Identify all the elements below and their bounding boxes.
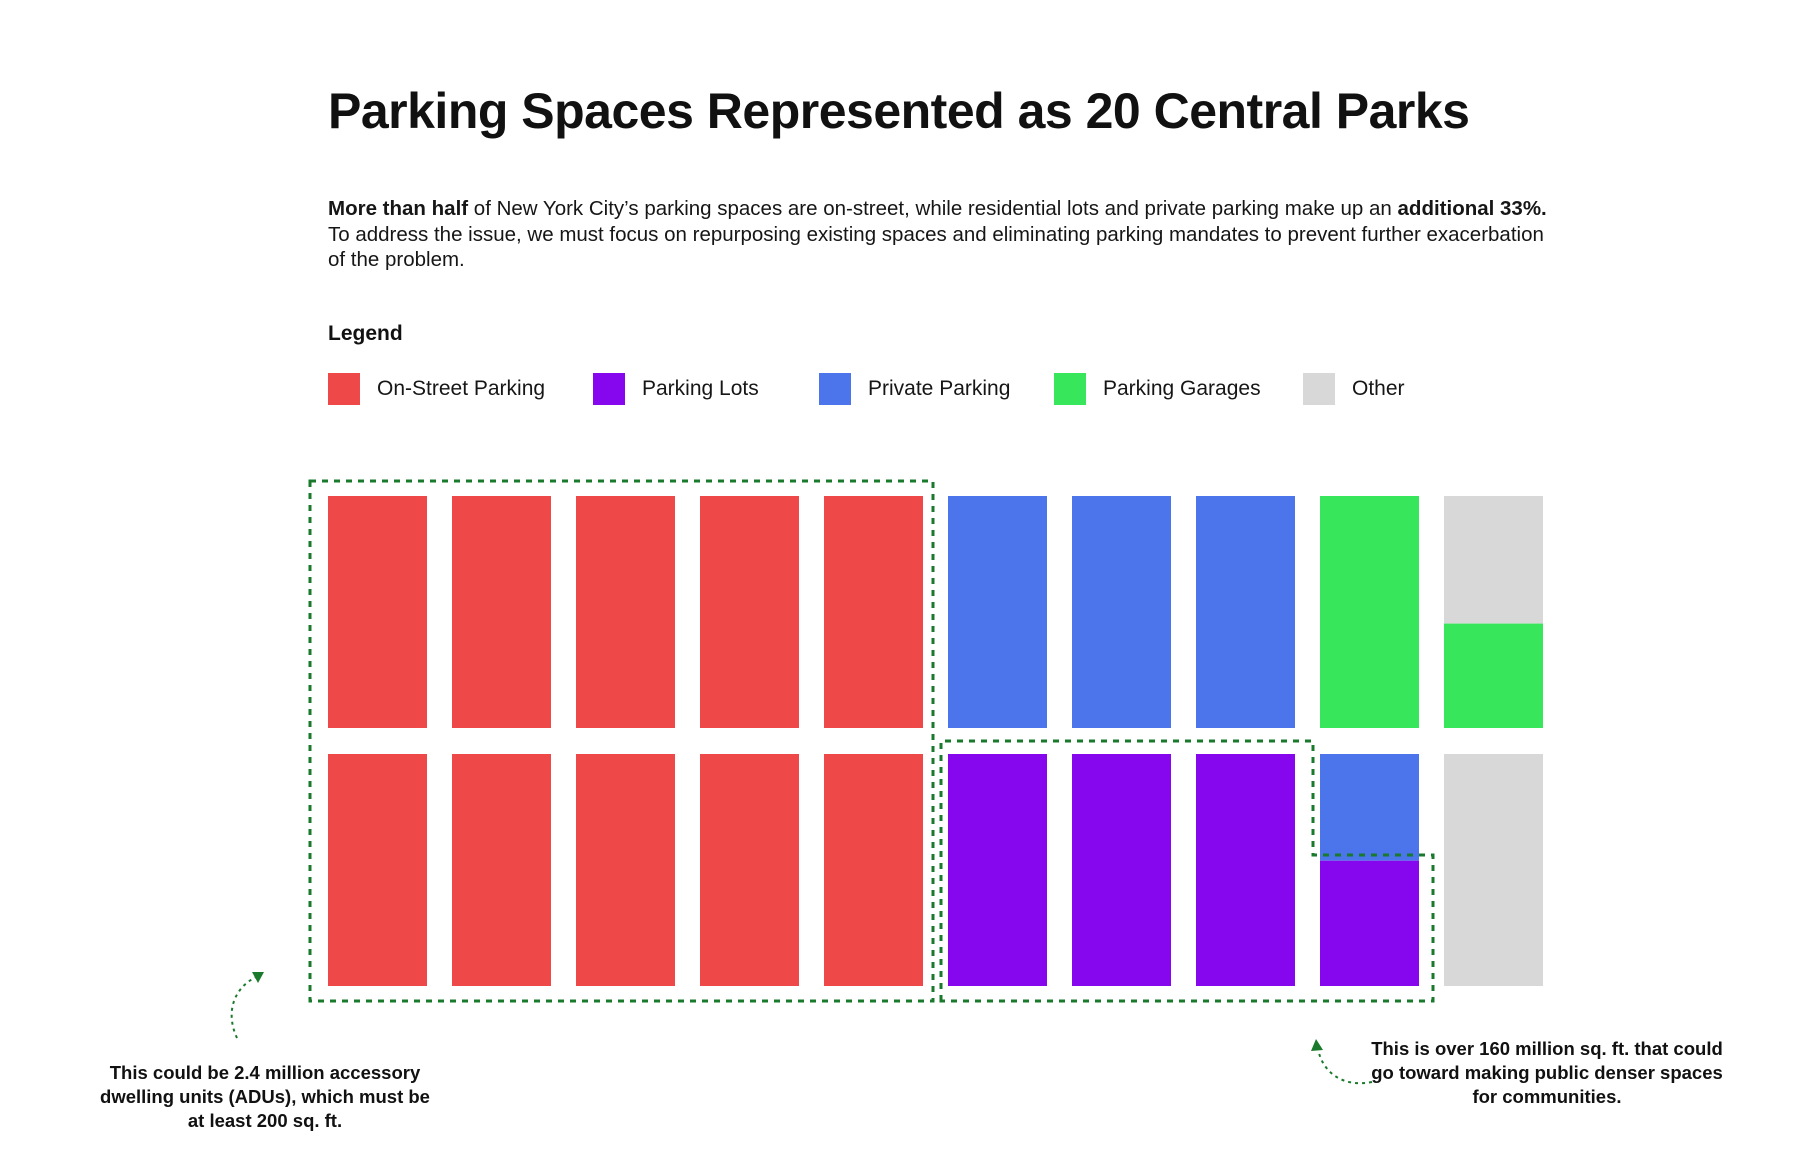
waffle-cell-top-5-on-street-parking [824,496,923,728]
waffle-cell-bottom-10-other [1444,754,1543,986]
intro-bold-mid: additional 33%. [1397,197,1547,220]
annotation-note-left: This could be 2.4 million accessory dwel… [100,1062,430,1131]
legend-swatch-other [1303,373,1335,405]
intro-paragraph: More than half of New York City’s parkin… [328,196,1548,273]
waffle-cell-top-2-on-street-parking [452,496,551,728]
legend-item-parking-lots: Parking Lots [593,372,759,406]
waffle-cell-top-3-on-street-parking [576,496,675,728]
waffle-cell-top-7-private-parking [1072,496,1171,728]
legend-item-other: Other [1303,372,1405,406]
waffle-cell-bottom-2-on-street-parking [452,754,551,986]
waffle-cell-top-1-on-street-parking [328,496,427,728]
legend-label-private-parking: Private Parking [868,377,1011,400]
waffle-cell-top-6-private-parking [948,496,1047,728]
waffle-cells [328,496,1543,986]
waffle-cell-bottom-4-on-street-parking [700,754,799,986]
legend-label-on-street-parking: On-Street Parking [377,377,546,400]
legend-swatch-private-parking [819,373,851,405]
legend-item-parking-garages: Parking Garages [1054,372,1261,406]
legend-item-on-street-parking: On-Street Parking [328,372,545,406]
legend-label-parking-lots: Parking Lots [642,377,759,400]
arrow-left-head [252,972,264,983]
highlight-outline-parking-lots [939,739,1435,1003]
waffle-cell-bottom-7-parking-lots [1072,754,1171,986]
annotation-arrow-left [230,972,264,1039]
intro-text-1: of New York City’s parking spaces are on… [468,197,1398,220]
legend-label-other: Other [1352,377,1405,400]
arrow-right-head [1311,1039,1323,1051]
legend-swatch-on-street-parking [328,373,360,405]
waffle-cell-bottom-9-private-parking [1320,754,1419,861]
waffle-cell-bottom-8-parking-lots [1196,754,1295,986]
highlight-outline-on-street [308,479,935,1003]
waffle-cell-top-10-other [1444,496,1543,624]
arrow-left-curve [230,976,257,1039]
waffle-cell-bottom-9-parking-lots [1320,860,1419,986]
waffle-cell-top-9-parking-garages [1320,496,1419,728]
annotation-note-right: This is over 160 million sq. ft. that co… [1371,1038,1723,1107]
legend-title: Legend [328,322,403,345]
intro-bold-lead: More than half [328,197,469,220]
chart-title: Parking Spaces Represented as 20 Central… [328,83,1470,139]
legend-label-parking-garages: Parking Garages [1103,377,1261,400]
waffle-cell-bottom-1-on-street-parking [328,754,427,986]
waffle-cell-bottom-3-on-street-parking [576,754,675,986]
legend-swatch-parking-lots [593,373,625,405]
waffle-cell-bottom-5-on-street-parking [824,754,923,986]
arrow-right-curve [1317,1048,1373,1085]
legend-swatch-parking-garages [1054,373,1086,405]
waffle-cell-top-10-parking-garages [1444,623,1543,728]
waffle-cell-top-4-on-street-parking [700,496,799,728]
waffle-cell-bottom-6-parking-lots [948,754,1047,986]
intro-text-2: To address the issue, we must focus on r… [328,222,1544,272]
waffle-cell-top-8-private-parking [1196,496,1295,728]
annotation-arrow-right [1311,1039,1373,1085]
legend-item-private-parking: Private Parking [819,372,1010,406]
